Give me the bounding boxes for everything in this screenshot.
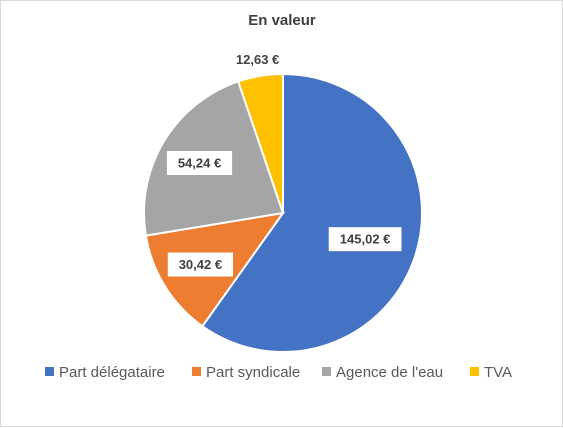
data-label-text: 12,63 € [236,52,279,67]
data-label-box [166,151,233,175]
data-label-text: 30,42 € [179,257,222,272]
data-label-tva: 12,63 € [236,52,279,67]
data-label-text: 145,02 € [340,232,391,247]
data-label-text: 54,24 € [178,156,221,171]
data-label-box [328,227,402,252]
data-label-part-syndicale: 30,42 € [167,252,233,277]
legend-swatch [322,367,331,376]
pie-slice-tva [237,72,284,214]
legend-item-part-delegataire: Part délégataire [45,364,165,381]
pie-slice-part-delegataire [200,72,423,353]
data-label-box [167,252,233,277]
legend: Part délégataire Part syndicale Agence de … [45,364,512,381]
data-label-part-delegataire: 145,02 € [328,227,402,252]
legend-label: Agence de l'eau [336,364,443,381]
legend-label: Part syndicale [206,364,300,381]
legend-swatch [192,367,201,376]
legend-item-tva: TVA [470,364,512,381]
legend-swatch [45,367,54,376]
legend-item-agence-de-l-eau: Agence de l'eau [322,364,443,381]
data-labels: 145,02 € 30,42 € 54,24 € 12,63 € [166,52,402,277]
legend-item-part-syndicale: Part syndicale [192,364,300,381]
legend-label: Part délégataire [59,364,165,381]
pie-slices [143,72,423,353]
data-label-agence-de-l-eau: 54,24 € [166,151,233,175]
chart-title: En valeur [248,12,316,29]
legend-label: TVA [484,364,512,381]
legend-swatch [470,367,479,376]
